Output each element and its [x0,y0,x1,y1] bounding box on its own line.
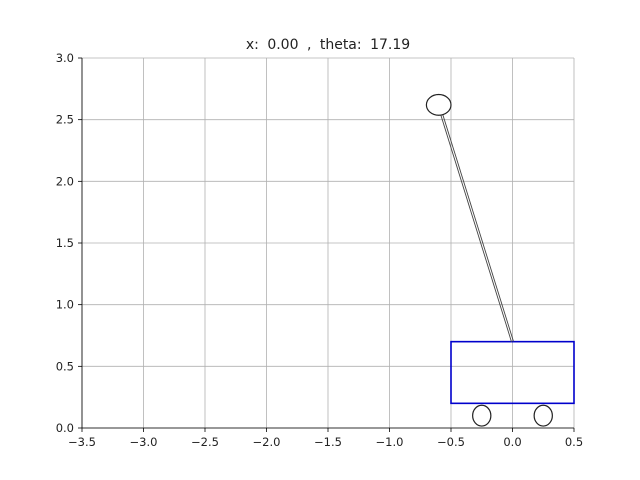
y-tick-label: 1.5 [56,236,74,250]
cart-wheel [533,404,553,427]
pole-edge [439,104,514,342]
x-tick-label: −2.5 [191,435,219,449]
x-tick-label: −3.5 [68,435,96,449]
grid [81,57,575,429]
pole-bob [425,93,452,116]
x-tick-label: −3.0 [130,435,158,449]
title-x-label: x: [246,37,259,53]
pole-edge [437,105,512,343]
x-tick-label: −1.0 [376,435,404,449]
y-tick-label: 3.0 [56,51,74,65]
cart-body [450,340,575,405]
title-theta-label: theta: [320,37,362,53]
axes [78,57,575,432]
x-tick-label: 0.5 [565,435,583,449]
tick-labels: −3.5 −3.0 −2.5 −2.0 −1.5 −1.0 −0.5 0.0 0.5 0.0 0.5… [56,51,583,449]
x-tick-label: 0.0 [503,435,521,449]
y-tick-label: 1.0 [56,298,74,312]
y-tick-label: 2.0 [56,174,74,188]
y-tick-label: 2.5 [56,113,74,127]
title-x-value: 0.00 [267,37,298,53]
cartpole-scene [425,93,575,427]
y-tick-label: 0.5 [56,359,74,373]
x-tick-label: −0.5 [437,435,465,449]
x-tick-label: −2.0 [253,435,281,449]
cart-wheel [472,404,492,427]
y-tick-label: 0.0 [56,421,74,435]
title-theta-value: 17.19 [370,37,410,53]
plot-title: x: 0.00 , theta: 17.19 [246,37,410,53]
x-tick-label: −1.5 [314,435,342,449]
title-separator: , [307,37,311,53]
